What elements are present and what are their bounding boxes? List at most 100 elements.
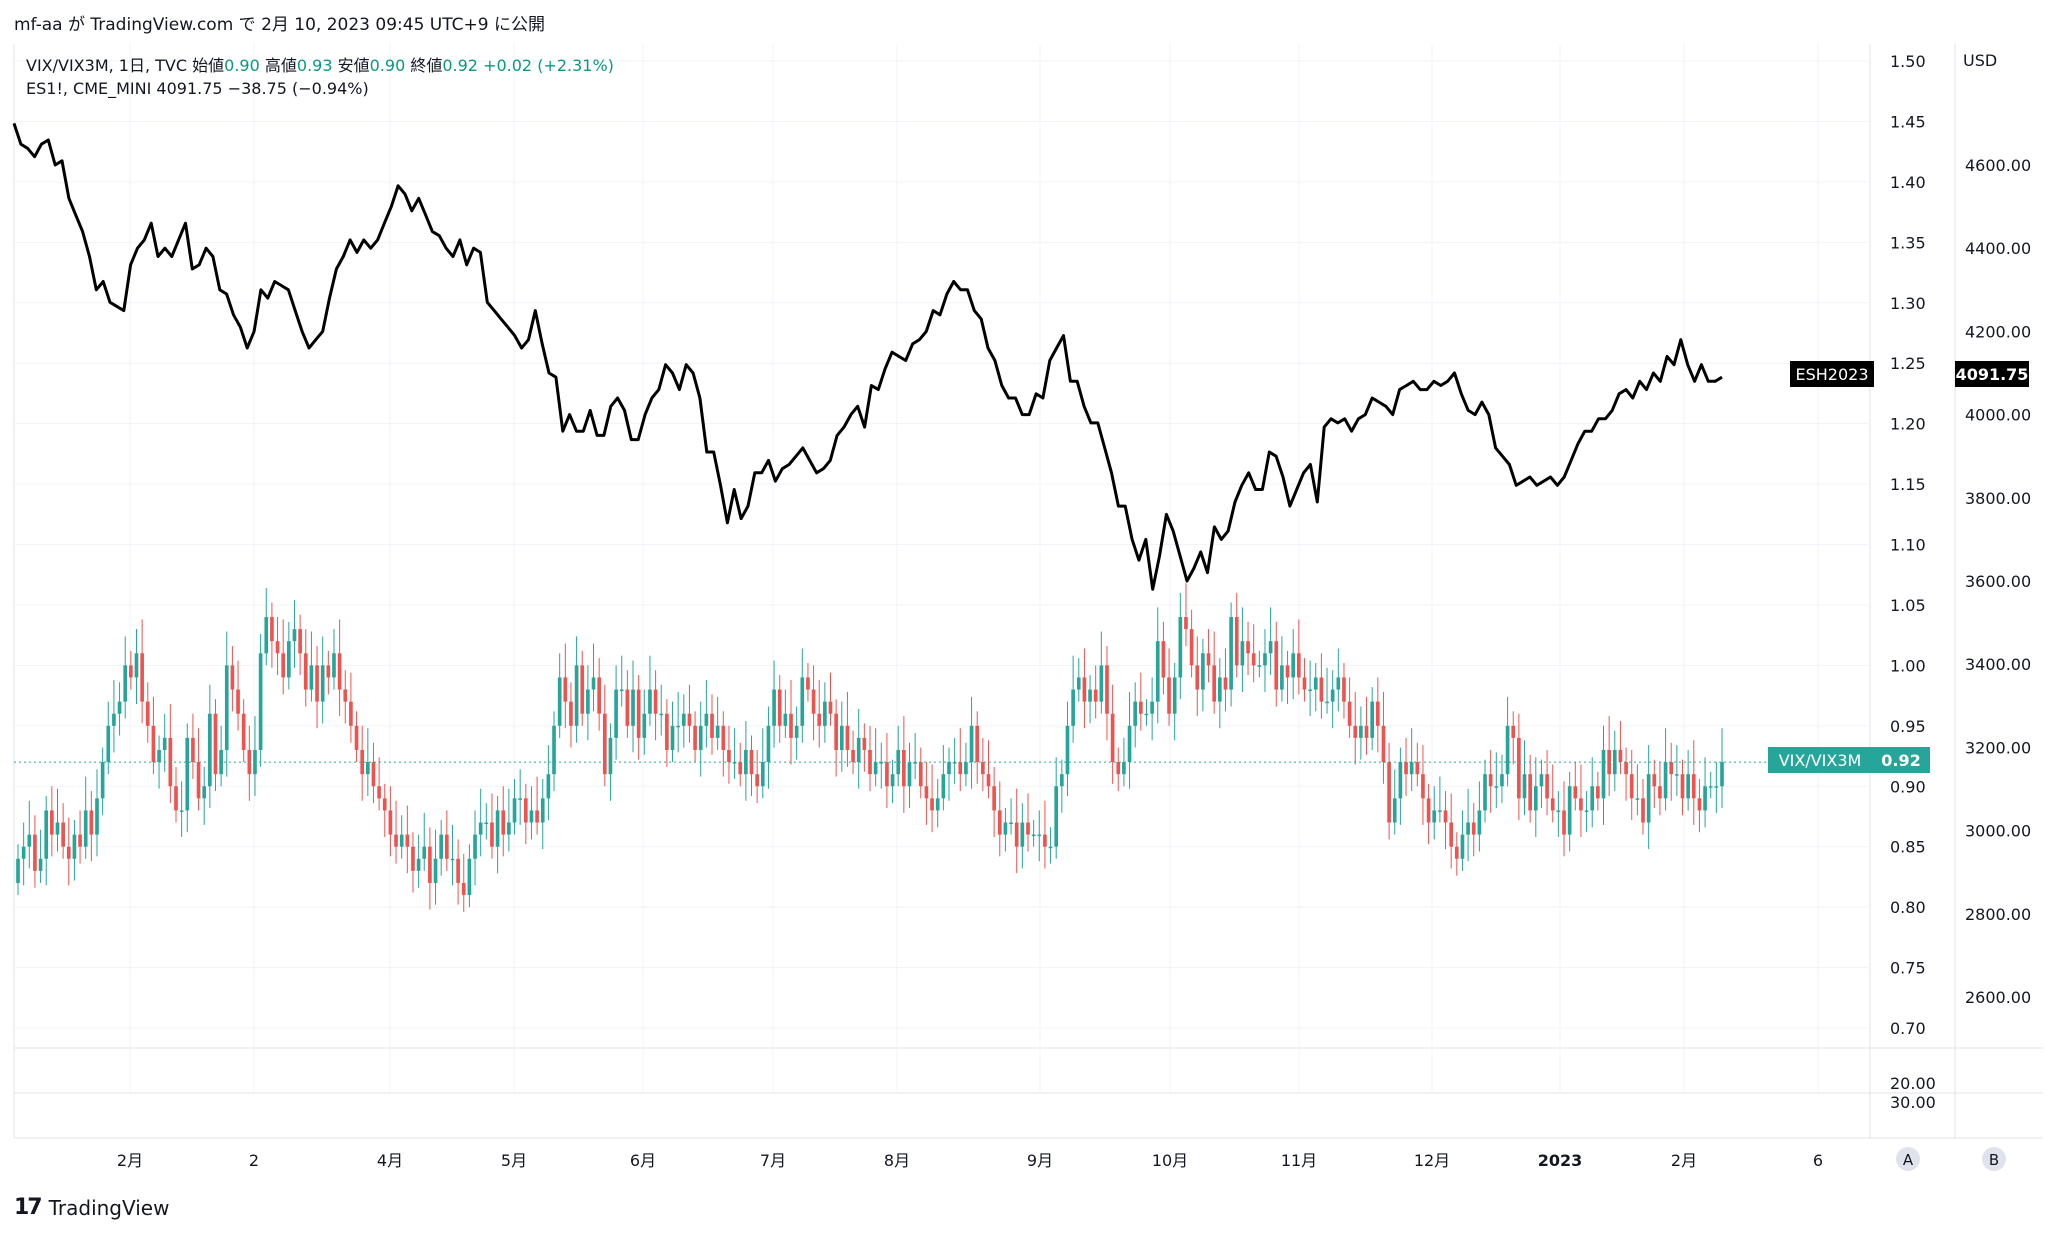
legend-open-label: 始値 — [192, 56, 225, 75]
candle-body — [772, 689, 776, 726]
right-axis-tick: 3200.00 — [1965, 738, 2031, 757]
candle-body — [140, 653, 144, 702]
candle — [772, 660, 776, 748]
candle — [117, 682, 122, 736]
candle — [512, 778, 517, 835]
candle — [828, 672, 833, 726]
candle — [44, 795, 49, 886]
candle — [1556, 791, 1561, 838]
left-axis-tick: 0.95 — [1890, 717, 1926, 736]
candle-body — [1658, 786, 1662, 799]
svg-text:B: B — [1989, 1151, 1999, 1169]
candle-body — [38, 858, 43, 871]
candle — [1409, 728, 1414, 792]
candle-body — [1251, 653, 1256, 666]
candle-body — [704, 713, 709, 726]
candle-body — [1336, 677, 1341, 690]
candle-body — [975, 725, 980, 763]
candle — [33, 815, 37, 888]
candle-body — [365, 762, 370, 775]
candle-body — [1618, 749, 1623, 763]
candle-body — [484, 822, 489, 825]
candle-body — [1054, 786, 1059, 847]
candle — [1076, 658, 1081, 702]
candle-body — [687, 713, 692, 726]
candle-body — [399, 834, 404, 847]
candle-body — [320, 665, 325, 702]
candle — [947, 747, 951, 801]
candle — [1686, 749, 1690, 811]
time-axis-tick: 12月 — [1414, 1151, 1450, 1170]
candle-body — [574, 665, 579, 726]
auto-scale-button[interactable]: A — [1896, 1147, 1920, 1171]
candle — [1195, 636, 1200, 717]
legend-vix-symbol: VIX/VIX3M, 1日, TVC — [26, 56, 188, 75]
candle — [1313, 662, 1318, 712]
candle-body — [1517, 737, 1521, 799]
candle-body — [631, 689, 635, 726]
candle-body — [1325, 701, 1329, 704]
tradingview-brand[interactable]: 17 TradingView — [14, 1195, 169, 1220]
candle-body — [1567, 786, 1572, 835]
legend-es[interactable]: ES1!, CME_MINI 4091.75 −38.75 (−0.94%) — [26, 79, 369, 98]
candle-body — [1071, 689, 1075, 726]
candle-body — [619, 689, 624, 692]
candle-body — [1353, 725, 1358, 738]
candle — [196, 728, 201, 811]
time-axis-tick: 6 — [1813, 1151, 1823, 1170]
candle — [416, 834, 421, 888]
candle-body — [602, 713, 607, 775]
candle — [422, 812, 427, 871]
candle — [529, 786, 534, 840]
candle — [631, 660, 635, 753]
candle-body — [1274, 641, 1279, 690]
candle-body — [349, 701, 353, 726]
candle — [208, 684, 212, 809]
time-axis-tick: 10月 — [1152, 1151, 1188, 1170]
candle-body — [1144, 713, 1149, 716]
candle — [247, 725, 252, 801]
candle-body — [208, 713, 212, 787]
right-axis-tick: 3800.00 — [1965, 489, 2031, 508]
candle — [1488, 749, 1493, 813]
candle-body — [676, 725, 680, 728]
candle-body — [1319, 677, 1324, 702]
candle — [371, 742, 376, 804]
candle-body — [1359, 725, 1363, 738]
left-axis-tick: 0.80 — [1890, 898, 1926, 917]
legend-es-change: −38.75 (−0.94%) — [227, 79, 369, 98]
candle-body — [1494, 786, 1499, 788]
candle — [309, 631, 314, 702]
candle — [1048, 827, 1053, 864]
candle-body — [981, 762, 985, 775]
scale-b-button[interactable]: B — [1982, 1147, 2006, 1171]
candle — [879, 742, 884, 789]
candle-body — [202, 786, 207, 799]
legend-es-value: 4091.75 — [156, 79, 223, 98]
legend-vix[interactable]: VIX/VIX3M, 1日, TVC 始値0.90 高値0.93 安値0.90 … — [26, 52, 614, 76]
legend-high-value: 0.93 — [296, 56, 333, 75]
lower-pane-tick: 30.00 — [1890, 1093, 1936, 1112]
candle-body — [1184, 617, 1188, 630]
candle-body — [1099, 665, 1104, 702]
candle-body — [1708, 786, 1713, 788]
candle-body — [710, 713, 714, 738]
candle — [275, 617, 280, 676]
candle — [913, 733, 917, 779]
candle — [106, 701, 111, 775]
candle — [1280, 636, 1284, 702]
candle-body — [1150, 701, 1154, 714]
candle — [1691, 740, 1696, 825]
candle-body — [766, 725, 771, 763]
candle-body — [1223, 677, 1228, 690]
candle — [1178, 592, 1183, 700]
candle-body — [777, 689, 782, 726]
candle — [1302, 658, 1307, 702]
candle — [1071, 655, 1075, 743]
candle — [586, 665, 590, 741]
candle-body — [1511, 725, 1516, 738]
es-symbol-badge: ESH2023 — [1790, 361, 1874, 387]
candle — [1398, 747, 1403, 825]
candle — [112, 679, 116, 753]
